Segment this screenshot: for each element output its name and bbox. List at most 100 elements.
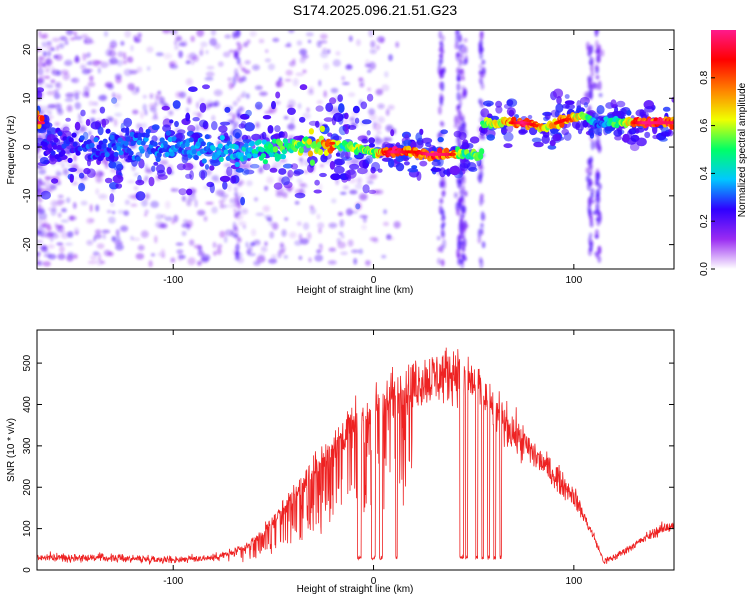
spectral-blob — [247, 147, 253, 153]
noise-blob — [213, 89, 223, 97]
spectral-blob — [123, 117, 133, 128]
noise-blob — [74, 102, 82, 110]
spectral-blob — [259, 147, 265, 153]
noise-blob — [86, 61, 93, 66]
spectral-blob — [626, 110, 632, 116]
spectral-blob — [616, 100, 626, 108]
noise-blob — [117, 209, 125, 214]
noise-blob — [132, 109, 139, 115]
noise-blob — [589, 222, 594, 228]
noise-blob — [194, 199, 198, 208]
spectral-blob — [282, 163, 294, 169]
spectral-blob — [371, 161, 381, 172]
noise-blob — [454, 115, 459, 125]
spectral-blob — [278, 168, 287, 175]
noise-blob — [590, 192, 594, 199]
noise-blob — [234, 195, 239, 202]
noise-blob — [317, 222, 325, 229]
noise-blob — [288, 30, 295, 34]
spectral-blob — [366, 93, 374, 102]
spectral-blob — [89, 142, 95, 148]
noise-blob — [45, 184, 49, 193]
noise-blob — [307, 39, 312, 44]
spectral-blob — [588, 127, 595, 137]
colorbar-tick-label: 0.4 — [699, 166, 710, 180]
spectral-blob — [148, 176, 155, 187]
spectral-blob — [262, 115, 272, 120]
noise-blob — [462, 60, 467, 66]
noise-blob — [185, 60, 191, 65]
spectral-blob — [281, 149, 287, 155]
y-tick-label: 20 — [22, 44, 33, 56]
spectral-blob — [100, 118, 110, 126]
noise-blob — [210, 30, 217, 36]
spectral-blob — [125, 126, 130, 136]
noise-blob — [302, 112, 311, 120]
spectral-blob — [178, 188, 187, 196]
noise-blob — [309, 205, 314, 210]
noise-blob — [59, 35, 67, 41]
noise-blob — [88, 130, 92, 136]
spectral-blob — [93, 137, 99, 143]
noise-blob — [170, 257, 176, 263]
noise-blob — [589, 240, 594, 247]
noise-blob — [61, 207, 67, 213]
noise-blob — [453, 123, 458, 129]
noise-blob — [222, 197, 227, 202]
noise-blob — [37, 251, 41, 257]
noise-blob — [247, 246, 253, 253]
spectral-blob — [151, 165, 156, 172]
noise-blob — [458, 100, 463, 107]
noise-blob — [479, 193, 484, 200]
noise-blob — [65, 242, 73, 246]
noise-blob — [56, 242, 63, 246]
noise-blob — [330, 87, 339, 94]
noise-blob — [164, 201, 171, 209]
spectral-blob — [309, 159, 315, 166]
noise-blob — [170, 30, 178, 35]
spectral-blob — [421, 137, 433, 144]
x-tick-label: 0 — [371, 576, 377, 587]
noise-blob — [442, 239, 447, 249]
noise-blob — [70, 215, 74, 221]
noise-blob — [223, 163, 232, 168]
spectral-blob — [243, 142, 249, 148]
noise-blob — [440, 227, 445, 237]
noise-blob — [114, 73, 122, 80]
noise-blob — [80, 200, 88, 206]
spectral-blob — [280, 154, 286, 160]
spectral-blob — [395, 162, 405, 172]
spectrogram-heatmap — [37, 30, 674, 269]
spectral-blob — [308, 128, 314, 135]
spectral-blob — [113, 151, 119, 157]
spectral-blob — [80, 109, 86, 117]
noise-blob — [109, 57, 118, 65]
spectral-blob — [46, 136, 52, 142]
noise-blob — [308, 86, 314, 92]
noise-blob — [46, 90, 56, 96]
noise-blob — [306, 107, 310, 113]
noise-blob — [38, 34, 47, 39]
spectral-blob — [552, 88, 564, 99]
noise-blob — [124, 30, 132, 38]
noise-blob — [295, 72, 305, 76]
noise-blob — [186, 224, 191, 231]
spectral-blob — [72, 141, 78, 147]
noise-blob — [37, 203, 42, 211]
noise-blob — [349, 117, 356, 122]
noise-blob — [318, 79, 322, 87]
spectral-blob — [133, 132, 139, 139]
noise-blob — [328, 222, 338, 229]
spectral-peak — [533, 124, 539, 128]
noise-blob — [339, 219, 345, 228]
spectral-blob — [622, 133, 630, 143]
spectral-blob — [71, 132, 77, 138]
noise-blob — [264, 185, 269, 191]
noise-blob — [107, 84, 114, 90]
noise-blob — [345, 208, 353, 216]
noise-blob — [71, 77, 80, 84]
noise-blob — [41, 245, 48, 251]
noise-blob — [244, 69, 251, 75]
spectral-blob — [78, 183, 86, 192]
noise-blob — [43, 180, 51, 189]
